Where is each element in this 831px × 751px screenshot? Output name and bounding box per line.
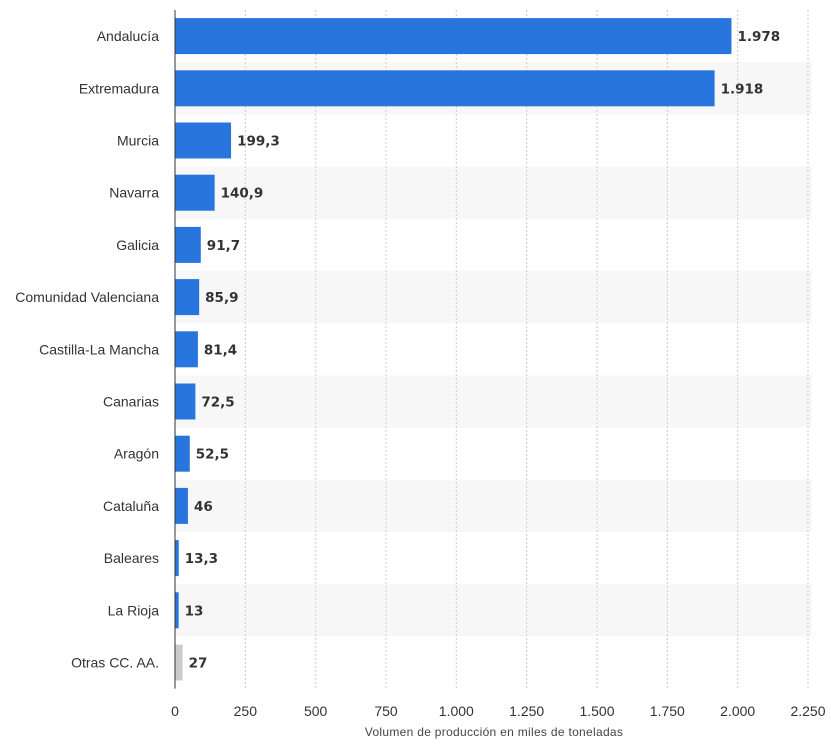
value-label: 46 [194,499,213,515]
category-label: Galicia [116,237,159,253]
bar [175,174,215,211]
category-label: Extremadura [79,80,159,96]
category-label: Baleares [104,550,159,566]
bar [175,435,190,472]
bar [175,592,179,629]
row-band [175,479,812,532]
bar [175,540,179,577]
category-label: Murcia [117,133,159,149]
category-label: Cataluña [103,498,159,514]
bar [175,18,732,55]
category-label: Andalucía [97,28,159,44]
x-tick-label: 2.250 [790,703,825,719]
x-tick-label: 1.500 [579,703,614,719]
x-tick-label: 500 [304,703,328,719]
category-label: La Rioja [108,602,160,618]
value-label: 1.918 [721,81,764,97]
category-label: Otras CC. AA. [71,655,159,671]
value-labels: 1.978 1.918 199,3 140,9 91,7 85,9 81,4 72,5 52,5… [185,29,781,671]
x-tick-label: 1.750 [650,703,685,719]
bar [175,122,232,159]
value-label: 199,3 [237,134,280,150]
x-tick-label: 250 [234,703,258,719]
grid-lines [244,10,809,689]
bar [175,487,188,524]
bar [175,226,201,263]
row-band [175,375,812,428]
value-label: 13,3 [185,551,218,567]
x-tick-label: 1.250 [509,703,544,719]
category-label: Navarra [109,185,159,201]
row-band [175,584,812,637]
value-label: 85,9 [205,290,238,306]
value-label: 52,5 [196,447,229,463]
x-tick-label: 2.000 [720,703,755,719]
category-label: Canarias [103,394,159,410]
bar [175,644,183,681]
category-labels: Andalucía Extremadura Murcia Navarra Galicia… [15,28,159,670]
bar [175,279,200,316]
x-axis-title: Volumen de producción en miles de tonela… [365,725,623,739]
category-label: Aragón [114,446,159,462]
value-label: 13 [185,603,204,619]
row-bands [175,62,812,637]
value-label: 1.978 [737,29,780,45]
row-band [175,271,812,324]
value-label: 91,7 [207,238,240,254]
row-band [175,166,812,219]
value-label: 81,4 [204,342,237,358]
bars [175,18,732,681]
bar [175,383,196,420]
category-label: Castilla-La Mancha [39,341,159,357]
x-tick-label: 0 [171,703,179,719]
value-label: 140,9 [221,186,264,202]
value-label: 72,5 [201,395,234,411]
bar [175,70,715,107]
category-label: Comunidad Valenciana [15,289,159,305]
x-tick-label: 1.000 [439,703,474,719]
bar [175,331,198,368]
x-tick-labels: 0 250 500 750 1.000 1.250 1.500 1.750 2.000 2.250 [171,703,826,719]
x-tick-label: 750 [374,703,398,719]
value-label: 27 [189,656,208,672]
